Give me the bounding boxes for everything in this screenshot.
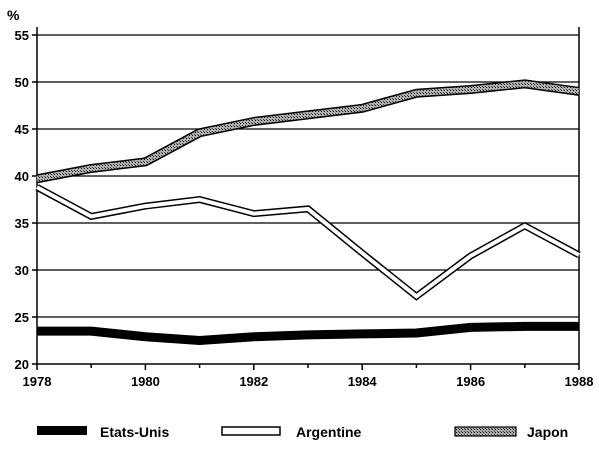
series-etats-unis	[37, 321, 579, 345]
tick-labels: 20 25 30 35 40 45 50 55 1978 1980 1982 1984 1986 1988	[15, 28, 594, 389]
x-tick-label-1978: 1978	[23, 374, 52, 389]
y-tick-label-55: 55	[15, 28, 29, 43]
x-tick-label-1988: 1988	[565, 374, 594, 389]
grid-lines	[37, 34, 579, 318]
legend-label-japon: Japon	[527, 424, 568, 440]
x-tick-label-1984: 1984	[348, 374, 378, 389]
y-tick-label-25: 25	[15, 310, 29, 325]
legend-swatch-etats-unis	[37, 426, 87, 435]
legend-label-argentine: Argentine	[296, 424, 362, 440]
x-tick-label-1982: 1982	[239, 374, 268, 389]
legend: Etats-Unis Argentine Japon	[37, 424, 568, 440]
y-tick-label-40: 40	[15, 169, 29, 184]
legend-item-argentine: Argentine	[221, 424, 362, 440]
series-japon	[36, 79, 580, 184]
axes	[32, 27, 580, 370]
y-axis-label: %	[7, 7, 20, 23]
series-line-argentine	[36, 185, 580, 299]
y-tick-label-50: 50	[15, 75, 29, 90]
series-argentine	[35, 184, 581, 301]
series-line-japon	[36, 80, 580, 182]
legend-swatch-japon	[454, 426, 517, 437]
series-lines	[35, 79, 581, 345]
legend-swatch-argentine	[221, 426, 281, 436]
y-tick-label-30: 30	[15, 263, 29, 278]
y-tick-label-20: 20	[15, 357, 29, 372]
series-line-etats-unis	[37, 321, 579, 345]
x-tick-label-1986: 1986	[456, 374, 485, 389]
legend-item-etats-unis: Etats-Unis	[37, 424, 169, 440]
x-tick-label-1980: 1980	[131, 374, 160, 389]
legend-item-japon: Japon	[454, 424, 568, 440]
y-tick-label-45: 45	[15, 122, 29, 137]
y-tick-label-35: 35	[15, 216, 29, 231]
legend-label-etats-unis: Etats-Unis	[100, 424, 169, 440]
